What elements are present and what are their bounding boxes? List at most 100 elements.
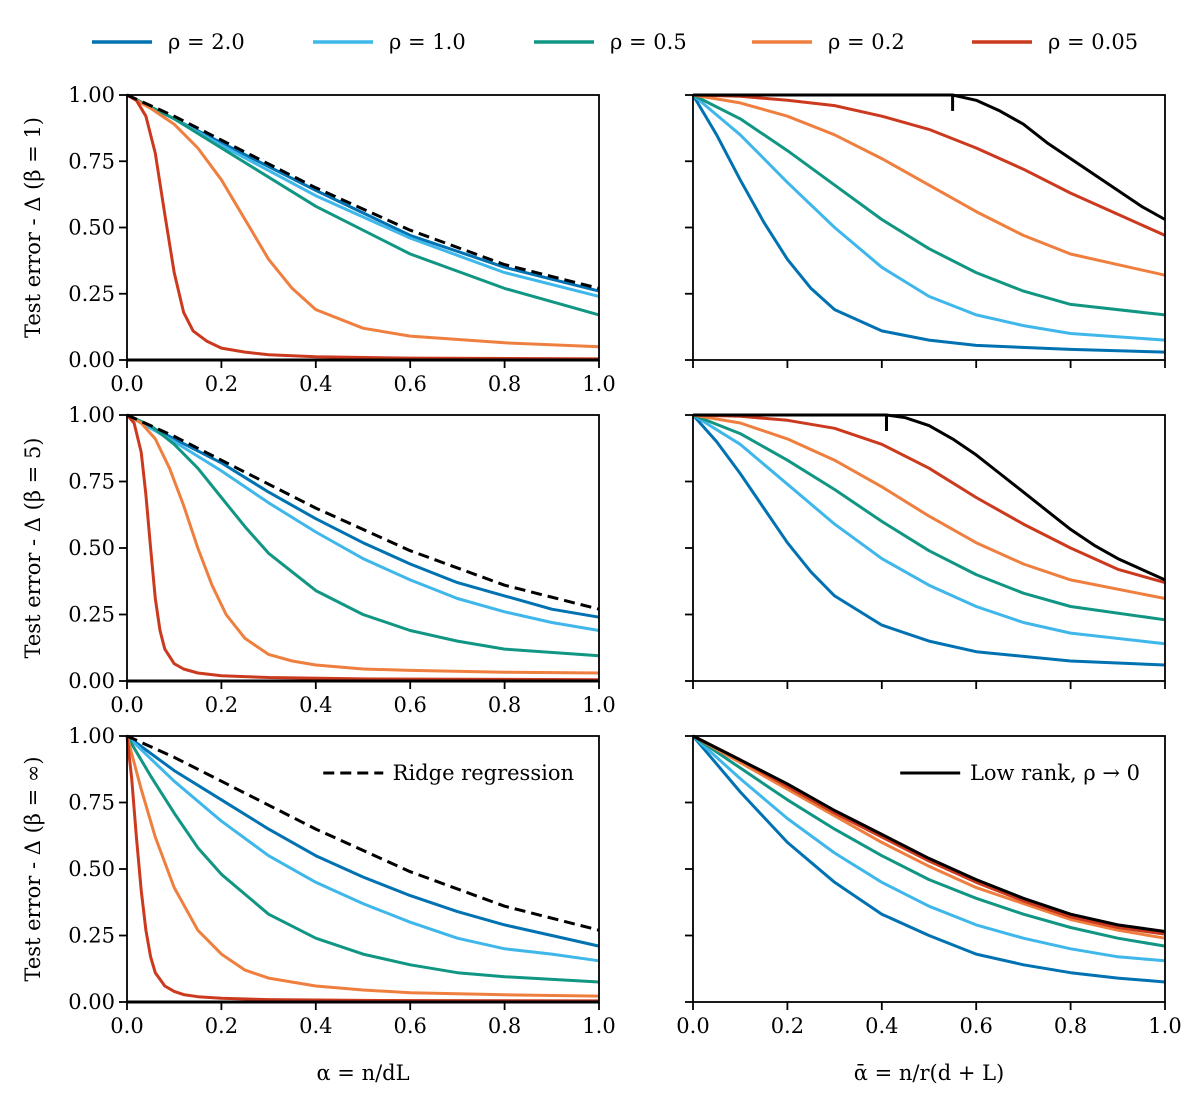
series-line-0.2 [125, 735, 600, 998]
x-tick-label: 0.4 [299, 372, 332, 396]
x-tick-label: 0.0 [110, 693, 143, 717]
series-line-1.0 [691, 734, 1166, 963]
y-tick-label: 1.00 [68, 724, 115, 748]
y-axis: 0.00 0.25 0.50 0.75 1.00 [68, 403, 127, 693]
series-line-Low-rank-0 [692, 734, 1166, 933]
x-tick-label: 0.2 [205, 693, 238, 717]
y-tick-label: 1.00 [68, 83, 115, 107]
y-tick-label: 0.25 [68, 924, 115, 948]
x-tick-label: 0.6 [393, 1014, 426, 1038]
x-tick-label: 0.4 [299, 693, 332, 717]
series-line-2.0 [691, 94, 1166, 354]
series-line-Low-rank-0 [693, 413, 1166, 582]
top-legend: ρ = 2.0 ρ = 1.0 ρ = 0.5 ρ = 0.2 ρ = 0.05 [92, 30, 1138, 54]
x-tick-label: 0.2 [771, 1014, 804, 1038]
x-axis [692, 681, 1166, 689]
x-axis: 0.0 0.2 0.4 0.6 0.8 1.0 [110, 681, 616, 717]
y-tick-label: 0.00 [68, 990, 115, 1014]
panel-row2-left: 0.0 0.2 0.4 0.6 0.8 1.0 0.00 0.25 0.50 0.75 1.00 Te… [21, 403, 616, 717]
y-tick-label: 0.25 [68, 282, 115, 306]
series-line-0.5 [126, 413, 600, 658]
series-line-Ridge-regression [126, 413, 600, 611]
series-line-0.2 [126, 413, 600, 675]
series-group [691, 93, 1166, 354]
y-tick-label: 1.00 [68, 403, 115, 427]
y-axis-label: Test error - Δ (β = ∞) [21, 756, 45, 981]
x-tick-label: 0.8 [488, 1014, 521, 1038]
series-line-1.0 [692, 413, 1166, 646]
series-line-0.05 [125, 735, 600, 1003]
y-tick-label: 0.25 [68, 603, 115, 627]
series-line-0.2 [692, 413, 1166, 600]
y-tick-label: 0.00 [68, 348, 115, 372]
panel-row1-left: 0.0 0.2 0.4 0.6 0.8 1.0 0.00 0.25 0.50 0.75 1.00 Te… [21, 83, 616, 396]
y-tick-label: 0.75 [68, 470, 115, 494]
x-tick-label: 0.0 [676, 1014, 709, 1038]
x-tick-label: 1.0 [1148, 1014, 1181, 1038]
series-line-2.0 [691, 735, 1166, 984]
x-tick-label: 0.4 [299, 1014, 332, 1038]
x-tick-label: 0.6 [393, 372, 426, 396]
x-axis: 0.0 0.2 0.4 0.6 0.8 1.0 [676, 1002, 1182, 1038]
x-axis [692, 360, 1166, 368]
series-line-1.0 [126, 93, 600, 298]
series-line-0.05 [692, 93, 1166, 237]
y-tick-label: 0.75 [68, 791, 115, 815]
y-axis-label: Test error - Δ (β = 1) [21, 117, 45, 338]
legend-label-1: ρ = 1.0 [389, 30, 466, 54]
series-line-0.5 [125, 735, 600, 984]
series-line-2.0 [126, 413, 600, 619]
series-line-0.05 [692, 413, 1166, 585]
y-axis: 0.00 0.25 0.50 0.75 1.00 [68, 83, 127, 372]
series-line-0.05 [125, 414, 600, 682]
x-tick-label: 0.0 [110, 372, 143, 396]
legend-label-2: ρ = 0.5 [610, 30, 687, 54]
series-line-0.5 [692, 734, 1166, 948]
x-axis: 0.0 0.2 0.4 0.6 0.8 1.0 [110, 1002, 616, 1038]
x-tick-label: 0.8 [488, 693, 521, 717]
y-axis [685, 414, 693, 682]
panel-legend: Ridge regression [323, 761, 574, 785]
legend-label-0: ρ = 2.0 [168, 30, 245, 54]
x-axis: 0.0 0.2 0.4 0.6 0.8 1.0 [110, 360, 616, 396]
x-tick-label: 0.6 [959, 1014, 992, 1038]
legend-label-3: ρ = 0.2 [828, 30, 905, 54]
series-line-1.0 [126, 413, 600, 632]
series-group [691, 734, 1166, 984]
panel-row2-right [685, 413, 1166, 689]
series-line-Ridge-regression [126, 93, 600, 290]
y-axis-label: Test error - Δ (β = 5) [21, 437, 45, 658]
y-axis [685, 94, 693, 361]
x-tick-label: 0.2 [205, 372, 238, 396]
series-line-0.5 [692, 93, 1166, 317]
panel-row3-left: 0.0 0.2 0.4 0.6 0.8 1.0 0.00 0.25 0.50 0.75 1.00 Te… [21, 724, 616, 1085]
y-tick-label: 0.50 [68, 536, 115, 560]
x-tick-label: 0.4 [865, 1014, 898, 1038]
series-line-2.0 [691, 414, 1166, 667]
panel-row1-right [685, 93, 1166, 368]
y-axis: 0.00 0.25 0.50 0.75 1.00 [68, 724, 127, 1014]
series-line-0.05 [692, 734, 1166, 936]
panel-legend: Low rank, ρ → 0 [900, 761, 1140, 785]
series-line-0.2 [692, 734, 1166, 940]
panel-legend-label: Low rank, ρ → 0 [970, 761, 1140, 785]
y-tick-label: 0.50 [68, 216, 115, 240]
y-tick-label: 0.00 [68, 669, 115, 693]
series-line-0.2 [692, 93, 1166, 277]
series-line-0.2 [126, 93, 600, 349]
legend-label-4: ρ = 0.05 [1048, 30, 1138, 54]
x-tick-label: 0.2 [205, 1014, 238, 1038]
series-line-1.0 [125, 734, 600, 963]
series-group [691, 413, 1166, 667]
y-tick-label: 0.50 [68, 857, 115, 881]
x-axis-label: α = n/dL [316, 1061, 409, 1085]
x-tick-label: 1.0 [582, 372, 615, 396]
series-line-0.5 [692, 413, 1166, 622]
series-line-Ridge-regression [126, 734, 600, 932]
x-axis-label: ᾱ = n/r(d + L) [854, 1061, 1005, 1085]
x-tick-label: 0.6 [393, 693, 426, 717]
y-tick-label: 0.75 [68, 149, 115, 173]
x-tick-label: 0.0 [110, 1014, 143, 1038]
series-line-1.0 [692, 93, 1166, 342]
